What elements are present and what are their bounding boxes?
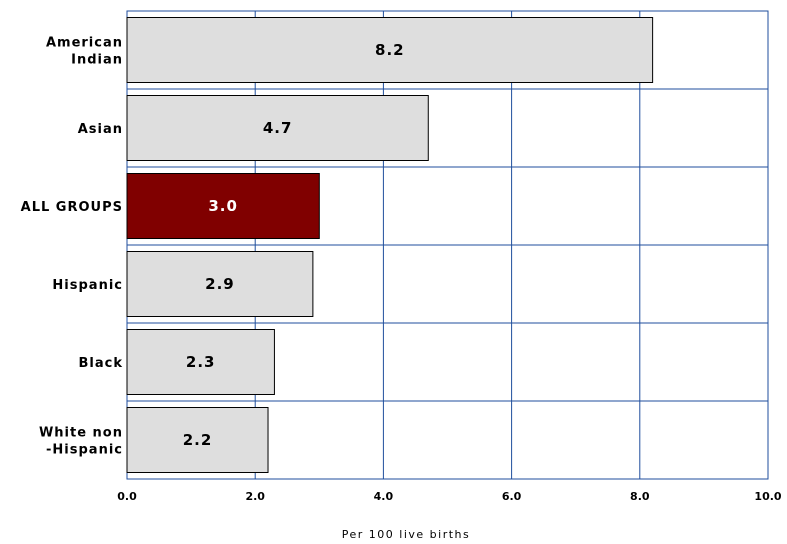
x-tick-label: 0.0 <box>117 490 137 503</box>
category-label: Hispanic <box>52 278 123 293</box>
grid <box>126 10 769 480</box>
category-label: ALL GROUPS <box>21 200 123 215</box>
bar-value-label: 8.2 <box>375 41 405 59</box>
bar <box>126 407 269 473</box>
bar-value-label: 3.0 <box>208 197 238 215</box>
x-tick-label: 4.0 <box>374 490 394 503</box>
x-tick-labels: 0.0 2.0 4.0 6.0 8.0 10.0 <box>117 490 782 503</box>
category-label: White non -Hispanic <box>39 426 123 458</box>
bar-value-label: 2.9 <box>205 275 235 293</box>
x-axis-title: Per 100 live births <box>342 528 470 541</box>
bars: 8.2 4.7 3.0 2.9 2.3 2.2 <box>126 17 654 473</box>
x-tick-label: 8.0 <box>630 490 650 503</box>
x-tick-label: 6.0 <box>502 490 522 503</box>
category-label: Asian <box>78 122 123 137</box>
bar <box>126 17 654 83</box>
x-tick-label: 2.0 <box>245 490 265 503</box>
bar <box>126 173 320 239</box>
x-tick-label: 10.0 <box>754 490 781 503</box>
bar <box>126 329 275 395</box>
bar-value-label: 2.3 <box>186 353 216 371</box>
category-labels: American Indian Asian ALL GROUPS Hispanic Bla… <box>21 36 124 458</box>
bar-value-label: 4.7 <box>263 119 293 137</box>
bar-value-label: 2.2 <box>183 431 213 449</box>
bar <box>126 251 314 317</box>
category-label: American Indian <box>46 36 123 68</box>
bar <box>126 95 429 161</box>
category-label: Black <box>79 356 124 371</box>
